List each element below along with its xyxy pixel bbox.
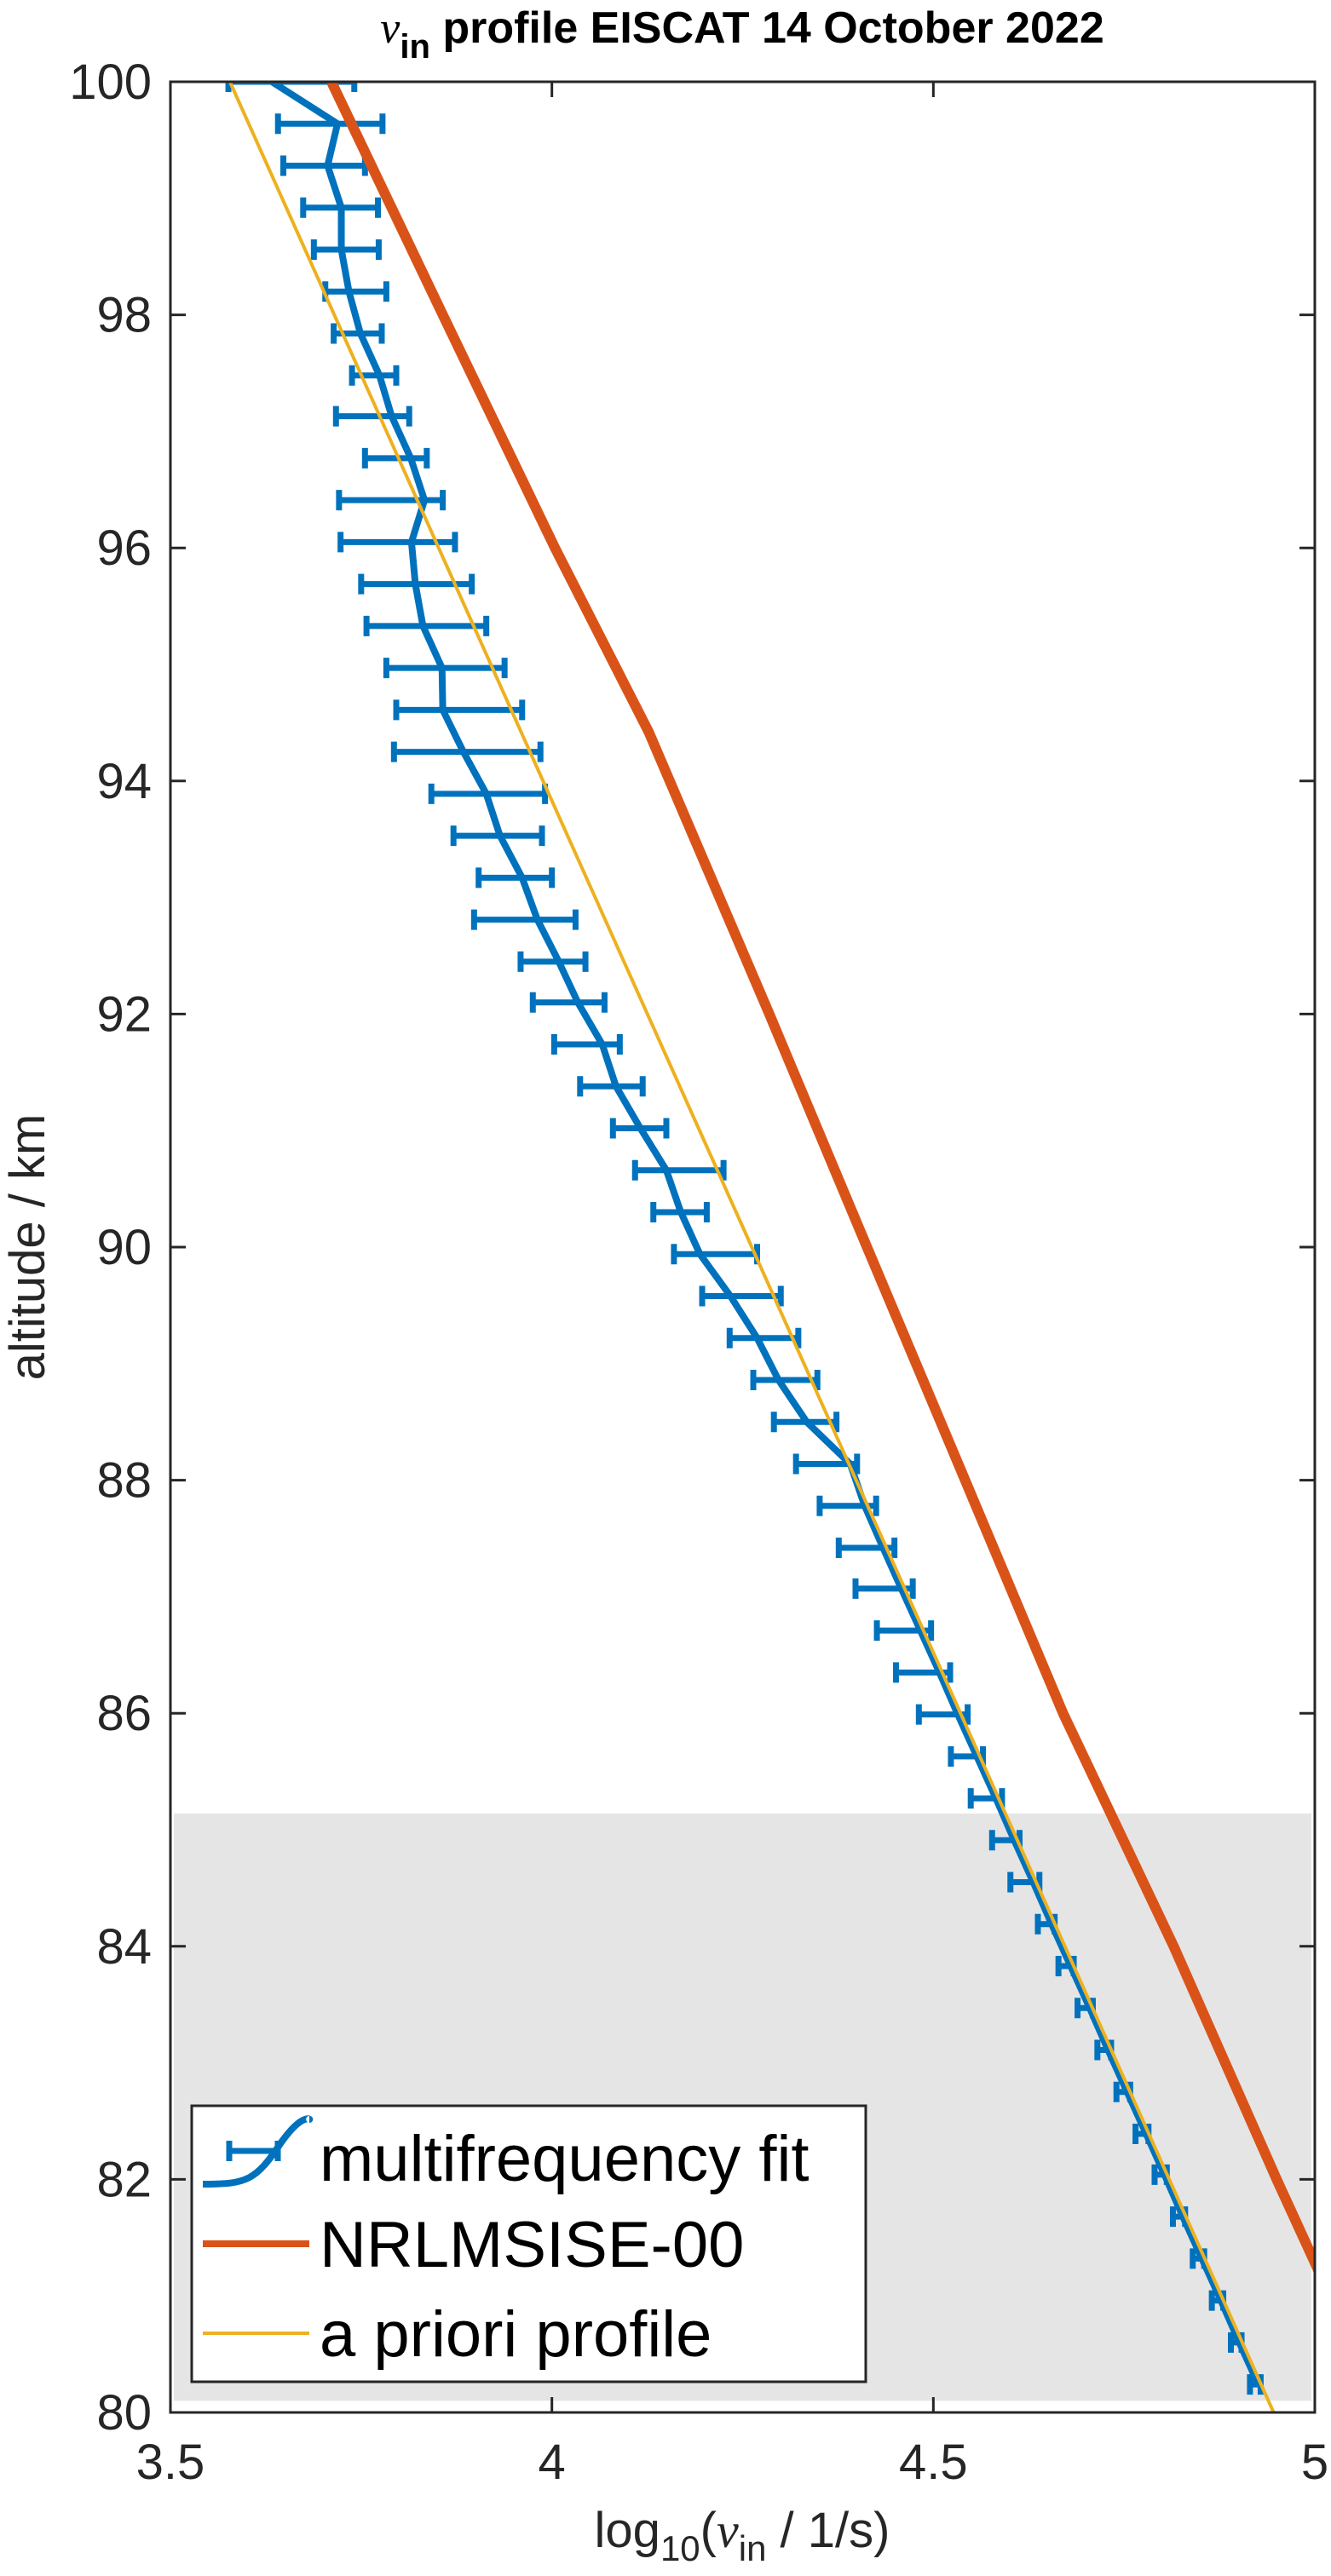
errorbar (699, 1285, 784, 1307)
y-tick-label: 100 (69, 55, 152, 110)
y-tick-label: 88 (96, 1453, 152, 1509)
xlabel-prefix: log (595, 2503, 660, 2558)
y-tick-label: 84 (96, 1919, 152, 1975)
errorbar (550, 1033, 623, 1055)
errorbar (349, 365, 400, 386)
errorbar (577, 1076, 646, 1097)
x-tick-label: 5 (1301, 2435, 1328, 2490)
y-axis-label: altitude / km (0, 1114, 55, 1381)
errorbar (393, 699, 526, 721)
errorbar (361, 447, 430, 469)
y-tick-label: 92 (96, 986, 152, 1042)
y-tick-label: 98 (96, 288, 152, 343)
y-tick-label: 90 (96, 1220, 152, 1275)
legend-errorbar-whisker (226, 2141, 281, 2161)
errorbar (332, 405, 412, 427)
legend: multifrequency fit NRLMSISE-00 a priori … (190, 2104, 867, 2383)
xlabel-open: ( (700, 2503, 717, 2558)
xlabel-prefix-sub: 10 (660, 2528, 700, 2568)
title-rest: profile EISCAT 14 October 2022 (430, 3, 1104, 53)
errorbar (750, 1369, 821, 1390)
y-tick-label: 94 (96, 754, 152, 809)
legend-label-apriori: a priori profile (320, 2298, 712, 2371)
legend-label-nrlmsise: NRLMSISE-00 (320, 2209, 744, 2281)
series-layer (225, 82, 1315, 2412)
errorbar (726, 1327, 802, 1348)
errorbar (475, 867, 556, 888)
errorbar (517, 951, 589, 972)
errorbar (631, 1159, 727, 1181)
axes (169, 80, 1317, 2414)
y-tick-label: 86 (96, 1686, 152, 1741)
errorbar (274, 113, 386, 135)
x-axis-label: log10(νin / 1/s) (595, 2503, 890, 2568)
errorbar (671, 1244, 761, 1265)
legend-item-nrlmsise: NRLMSISE-00 (203, 2209, 744, 2281)
y-tick-label: 80 (96, 2385, 152, 2441)
series-line-nrlmsise-00 (326, 82, 1315, 2275)
errorbar (280, 155, 368, 176)
errorbar (470, 909, 579, 930)
title-symbol: ν (380, 4, 400, 53)
series-line-a-priori-profile (228, 82, 1276, 2412)
x-tick-label: 4.5 (899, 2435, 968, 2490)
errorbar (322, 281, 389, 302)
chart-title: νin profile EISCAT 14 October 2022 (380, 3, 1103, 66)
errorbar (225, 82, 358, 92)
tick-labels: 80 82 84 86 88 90 92 94 96 98 100 3.5 4 4.5 5 (69, 55, 1328, 2490)
legend-item-apriori: a priori profile (203, 2298, 712, 2371)
x-tick-label: 4 (539, 2435, 566, 2490)
title-subscript: in (400, 28, 430, 66)
x-tick-label: 3.5 (136, 2435, 205, 2490)
y-tick-label: 96 (96, 520, 152, 576)
series-line-multifrequency-fit (269, 82, 1262, 2386)
legend-label-fit: multifrequency fit (320, 2123, 809, 2195)
errorbar (383, 658, 508, 679)
errorbar (529, 992, 608, 1013)
y-tick-label: 82 (96, 2152, 152, 2207)
xlabel-symbol: ν (717, 2503, 739, 2558)
errorbar (310, 239, 382, 260)
xlabel-subscript: in (739, 2528, 767, 2568)
xlabel-rest: / 1/s) (766, 2503, 890, 2558)
